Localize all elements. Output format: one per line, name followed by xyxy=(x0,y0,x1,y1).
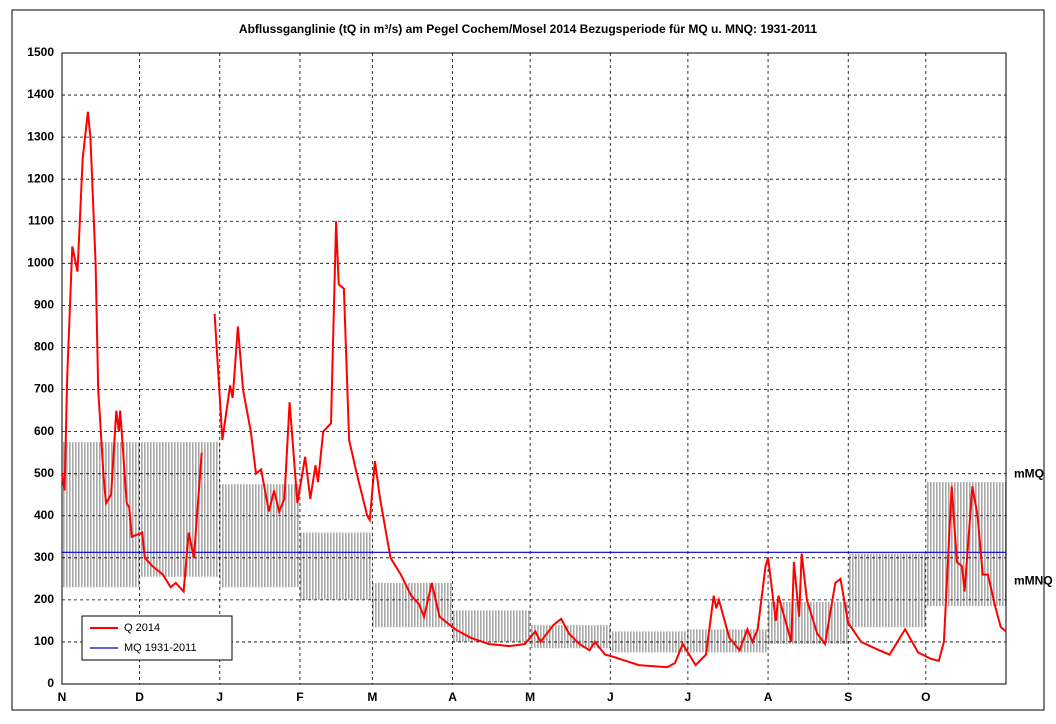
band xyxy=(768,601,849,645)
x-tick-label: J xyxy=(216,690,223,704)
legend-label: Q 2014 xyxy=(124,622,160,634)
x-tick-label: O xyxy=(921,690,930,704)
band xyxy=(452,610,531,642)
x-tick-label: N xyxy=(58,690,67,704)
y-tick-label: 500 xyxy=(34,466,54,480)
y-tick-label: 300 xyxy=(34,550,54,564)
y-tick-label: 900 xyxy=(34,298,54,312)
legend-label: MQ 1931-2011 xyxy=(124,642,197,654)
x-tick-label: A xyxy=(448,690,457,704)
legend-box xyxy=(81,615,233,661)
x-tick-label: M xyxy=(367,690,377,704)
y-tick-label: 200 xyxy=(34,592,54,606)
band xyxy=(848,553,926,628)
y-tick-label: 1500 xyxy=(27,45,54,59)
x-tick-label: M xyxy=(525,690,535,704)
lines xyxy=(61,111,1007,669)
chart-frame xyxy=(11,9,1045,711)
x-tick-label: D xyxy=(135,690,144,704)
x-tick-label: J xyxy=(607,690,614,704)
chart-title: Abflussganglinie (tQ in m³/s) am Pegel C… xyxy=(239,22,817,36)
y-tick-label: 1000 xyxy=(27,256,54,270)
band xyxy=(139,442,220,577)
y-tick-label: 0 xyxy=(47,676,54,690)
y-tick-label: 1300 xyxy=(27,129,54,143)
band xyxy=(299,532,373,600)
band xyxy=(372,583,453,628)
y-tick-label: 1200 xyxy=(27,171,54,185)
labels: 0 100 200 300 400 500 600 700 800 900 1000 1100 1200… xyxy=(27,45,1052,704)
series-line xyxy=(61,111,1007,669)
y-tick-label: 1100 xyxy=(28,213,54,227)
x-tick-label: F xyxy=(296,690,303,704)
band xyxy=(610,631,688,653)
band xyxy=(219,484,300,588)
band-label: mMNQ xyxy=(1014,573,1053,587)
y-tick-label: 400 xyxy=(34,508,54,522)
y-tick-label: 600 xyxy=(34,424,54,438)
y-tick-label: 1400 xyxy=(27,87,54,101)
x-tick-label: A xyxy=(764,690,773,704)
y-tick-label: 100 xyxy=(34,634,54,648)
y-tick-label: 800 xyxy=(34,340,54,354)
band xyxy=(62,442,140,588)
x-tick-label: J xyxy=(685,690,692,704)
plot-frame xyxy=(61,52,1007,685)
band xyxy=(925,482,1006,607)
y-tick-label: 700 xyxy=(34,382,54,396)
band-label: mMQ xyxy=(1014,466,1044,480)
x-tick-label: S xyxy=(844,690,852,704)
